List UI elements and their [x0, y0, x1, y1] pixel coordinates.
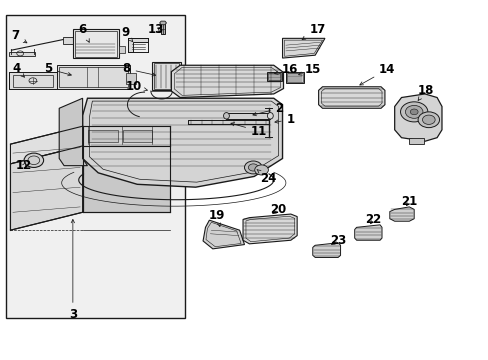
Polygon shape: [394, 94, 441, 141]
Text: 15: 15: [298, 63, 320, 76]
Ellipse shape: [267, 113, 273, 119]
Text: 13: 13: [147, 23, 163, 36]
Bar: [287, 73, 303, 82]
Bar: [13, 75, 53, 87]
Text: 5: 5: [44, 62, 71, 76]
Bar: [152, 62, 181, 90]
Circle shape: [422, 115, 434, 125]
Polygon shape: [159, 21, 166, 25]
Text: 11: 11: [230, 122, 267, 138]
Polygon shape: [128, 38, 148, 51]
Circle shape: [24, 153, 43, 167]
Text: 21: 21: [400, 195, 417, 208]
Polygon shape: [82, 98, 282, 187]
Text: 8: 8: [122, 62, 155, 76]
Text: 6: 6: [79, 23, 89, 42]
Text: 12: 12: [16, 159, 32, 172]
Text: 20: 20: [270, 203, 286, 216]
Polygon shape: [82, 146, 170, 212]
Polygon shape: [282, 39, 325, 58]
Text: 24: 24: [256, 170, 276, 185]
Bar: [119, 46, 125, 53]
Bar: [226, 113, 270, 119]
Text: 4: 4: [12, 62, 24, 77]
Bar: [154, 63, 178, 89]
Bar: [9, 72, 57, 89]
Bar: [75, 31, 117, 57]
Circle shape: [254, 165, 268, 175]
Text: 17: 17: [302, 23, 325, 40]
Text: 23: 23: [330, 234, 346, 247]
Bar: [5, 15, 184, 318]
Circle shape: [248, 164, 258, 171]
Polygon shape: [9, 72, 57, 89]
Text: 1: 1: [274, 113, 294, 126]
Bar: [266, 72, 281, 81]
Bar: [57, 65, 130, 89]
Text: 22: 22: [365, 213, 381, 226]
Polygon shape: [203, 220, 244, 249]
Polygon shape: [312, 243, 340, 257]
Text: 10: 10: [125, 80, 147, 93]
Bar: [59, 67, 128, 87]
Bar: [160, 23, 164, 34]
Circle shape: [244, 161, 262, 174]
Circle shape: [417, 112, 439, 128]
Polygon shape: [10, 126, 170, 164]
Text: 7: 7: [11, 29, 27, 43]
Ellipse shape: [223, 113, 229, 119]
Text: 18: 18: [417, 84, 433, 100]
Text: 2: 2: [252, 102, 283, 116]
Bar: [267, 73, 280, 80]
Bar: [73, 30, 119, 58]
Polygon shape: [59, 98, 87, 166]
Bar: [126, 73, 136, 84]
Polygon shape: [10, 146, 82, 230]
Circle shape: [405, 105, 422, 118]
Polygon shape: [9, 51, 35, 55]
Bar: [285, 72, 304, 83]
Circle shape: [409, 109, 417, 115]
Bar: [188, 120, 268, 125]
Bar: [122, 130, 152, 142]
Polygon shape: [354, 225, 381, 240]
Polygon shape: [389, 207, 413, 221]
Polygon shape: [171, 65, 283, 98]
Text: 9: 9: [121, 27, 132, 42]
Text: 16: 16: [274, 63, 297, 76]
Circle shape: [400, 102, 427, 122]
Text: 14: 14: [359, 63, 395, 85]
Bar: [88, 130, 118, 142]
Polygon shape: [243, 214, 297, 244]
Bar: [408, 138, 423, 144]
Bar: [63, 37, 75, 44]
Text: 3: 3: [69, 220, 77, 321]
Text: 19: 19: [208, 210, 224, 226]
Polygon shape: [318, 87, 384, 108]
